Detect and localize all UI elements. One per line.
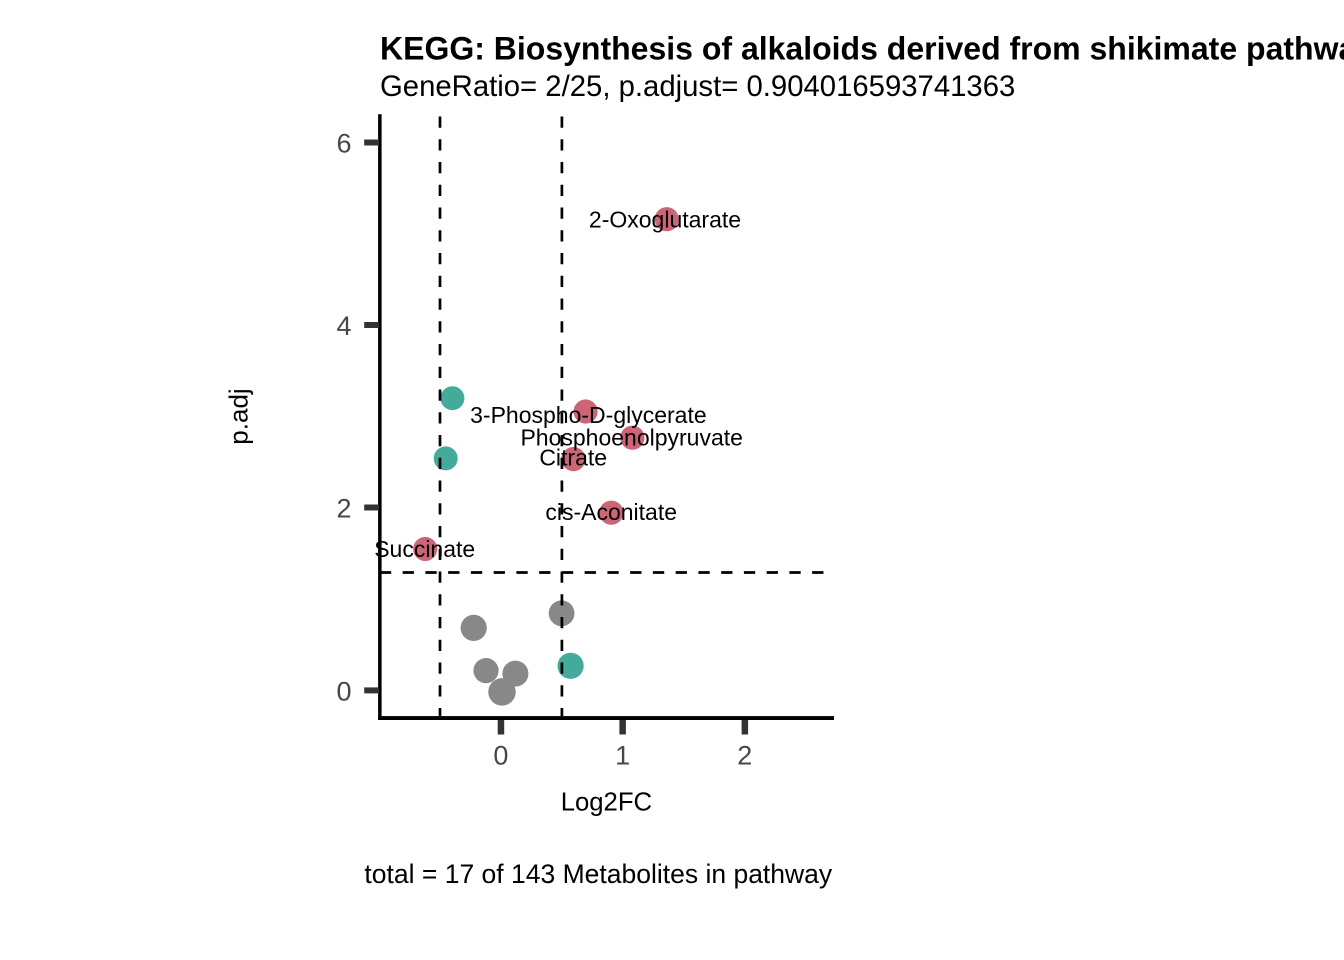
svg-text:GeneRatio= 2/25, p.adjust= 0.9: GeneRatio= 2/25, p.adjust= 0.90401659374…	[380, 70, 1015, 103]
svg-text:0: 0	[336, 677, 351, 707]
svg-text:Succinate: Succinate	[374, 536, 475, 562]
svg-text:KEGG: Biosynthesis of alkaloid: KEGG: Biosynthesis of alkaloids derived …	[380, 31, 1344, 67]
svg-text:2: 2	[737, 740, 752, 770]
svg-text:total = 17 of 143 Metabolites: total = 17 of 143 Metabolites in pathway	[364, 859, 832, 889]
svg-text:6: 6	[336, 129, 351, 159]
svg-text:p.adj: p.adj	[224, 388, 254, 444]
svg-text:2: 2	[336, 494, 351, 524]
svg-text:Citrate: Citrate	[539, 445, 607, 471]
svg-text:Phosphoenolpyruvate: Phosphoenolpyruvate	[520, 424, 743, 450]
svg-text:0: 0	[493, 740, 508, 770]
svg-text:cis-Aconitate: cis-Aconitate	[545, 499, 677, 525]
svg-text:2-Oxoglutarate: 2-Oxoglutarate	[589, 207, 741, 233]
svg-text:Log2FC: Log2FC	[561, 789, 652, 817]
svg-text:4: 4	[336, 311, 351, 341]
svg-text:3-Phospho-D-glycerate: 3-Phospho-D-glycerate	[470, 402, 707, 428]
svg-text:1: 1	[615, 740, 630, 770]
